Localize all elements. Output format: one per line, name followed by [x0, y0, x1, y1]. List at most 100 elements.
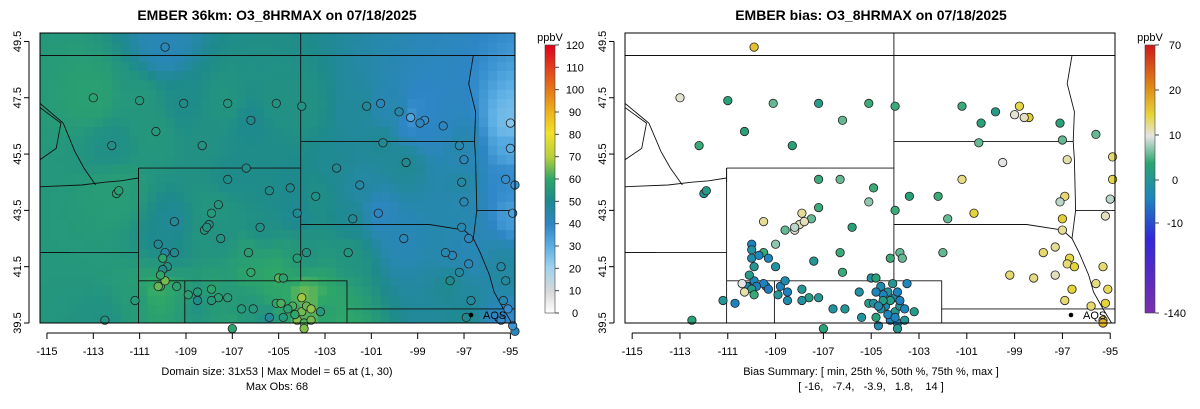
station-marker [440, 248, 451, 258]
station-marker [1057, 214, 1068, 224]
field-cell [147, 98, 158, 109]
station-marker [454, 141, 464, 151]
field-cell [398, 61, 409, 72]
field-cell [210, 42, 220, 53]
field-cell [470, 135, 480, 146]
field-cell [497, 135, 507, 146]
field-cell [344, 182, 355, 193]
field-cell [389, 135, 400, 146]
field-cell [407, 33, 418, 43]
field-cell [84, 304, 95, 315]
station-marker [399, 233, 409, 244]
field-cell [326, 117, 337, 128]
field-cell [344, 276, 355, 287]
field-cell [389, 182, 400, 193]
field-cell [389, 257, 400, 268]
field-cell [48, 304, 59, 315]
field-cell [335, 285, 346, 296]
field-cell [111, 61, 122, 72]
field-cell [201, 248, 211, 259]
field-cell [102, 107, 113, 118]
field-cell [452, 126, 462, 137]
bias-summary-line-2: [ -16, -7.4, -3.9, 1.8, 14 ] [798, 381, 944, 393]
field-cell [425, 61, 435, 72]
field-cell [183, 145, 193, 156]
field-cell [156, 220, 167, 231]
field-cell [317, 182, 328, 193]
field-cell [308, 229, 319, 240]
field-cell [506, 126, 515, 137]
field-cell [452, 192, 462, 202]
field-cell [317, 201, 328, 212]
field-cell [273, 42, 283, 53]
field-cell [237, 33, 247, 43]
field-cell [129, 229, 140, 240]
field-cell [452, 294, 462, 305]
field-cell [219, 266, 229, 277]
field-cell [416, 182, 426, 193]
field-cell [506, 182, 515, 193]
station-marker [206, 208, 217, 218]
field-cell [120, 70, 131, 81]
station-marker [895, 295, 905, 306]
field-cell [219, 145, 229, 156]
station-marker [1091, 129, 1101, 139]
field-cell [156, 51, 167, 62]
field-cell [138, 201, 149, 212]
field-cell [380, 51, 391, 62]
field-cell [102, 154, 113, 165]
station-marker [158, 253, 168, 263]
field-cell [299, 145, 310, 156]
station-marker [754, 250, 764, 260]
station-marker [854, 287, 864, 297]
field-cell [66, 201, 77, 212]
field-cell [416, 266, 426, 277]
field-cell [138, 79, 149, 90]
field-cell [497, 79, 507, 90]
right-panel-title: EMBER bias: O3_8HRMAX on 07/18/2025 [735, 7, 1007, 23]
station-marker [730, 298, 740, 308]
field-cell [183, 42, 193, 53]
field-cell [192, 163, 202, 174]
field-cell [93, 33, 104, 43]
field-cell [416, 126, 426, 137]
colorbar-tick-label: 120 [566, 40, 584, 52]
field-cell [362, 257, 373, 268]
field-cell [255, 238, 265, 249]
field-cell [416, 210, 426, 221]
field-cell [362, 107, 373, 118]
station-marker [943, 214, 953, 224]
field-cell [165, 79, 176, 90]
field-cell [264, 163, 274, 174]
field-cell [40, 89, 50, 100]
field-cell [452, 42, 462, 53]
field-cell [246, 135, 256, 146]
field-cell [129, 276, 140, 287]
field-cell [48, 201, 59, 212]
field-cell [434, 70, 444, 81]
station-marker [292, 253, 302, 263]
field-cell [102, 304, 113, 315]
field-cell [264, 33, 274, 43]
field-cell [407, 276, 418, 287]
field-cell [183, 210, 193, 221]
field-cell [506, 201, 515, 212]
field-cell [84, 210, 95, 221]
field-cell [192, 70, 202, 81]
field-cell [281, 248, 292, 259]
field-cell [326, 182, 337, 193]
station-marker [969, 208, 979, 218]
field-cell [48, 61, 59, 72]
field-cell [201, 107, 211, 118]
station-marker [172, 281, 182, 291]
field-cell [201, 192, 211, 202]
field-cell [66, 98, 77, 109]
field-cell [299, 173, 310, 184]
field-cell [317, 107, 328, 118]
station-marker [1067, 284, 1077, 294]
field-cell [264, 238, 274, 249]
station-marker [237, 304, 247, 314]
field-cell [264, 220, 274, 231]
field-cell [371, 117, 382, 128]
